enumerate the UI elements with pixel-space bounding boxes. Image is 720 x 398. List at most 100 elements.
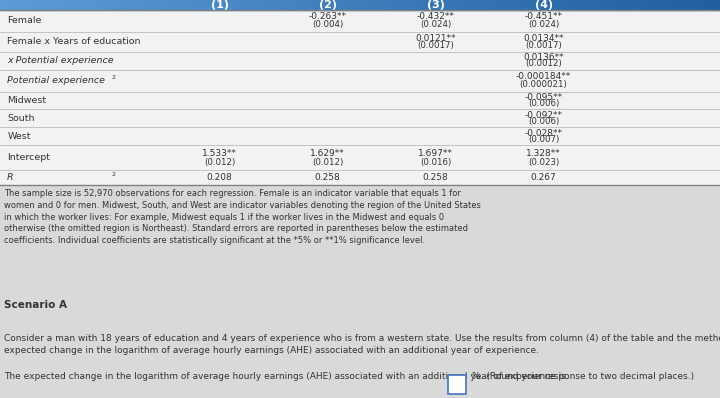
Bar — [450, 0, 461, 10]
Bar — [324, 0, 334, 10]
Text: R: R — [7, 173, 14, 182]
Bar — [126, 0, 137, 10]
Bar — [234, 0, 245, 10]
Bar — [414, 0, 424, 10]
Bar — [108, 0, 119, 10]
Bar — [270, 0, 281, 10]
Bar — [540, 0, 550, 10]
Bar — [117, 0, 127, 10]
Bar — [657, 0, 667, 10]
Text: -0.451**: -0.451** — [525, 12, 562, 21]
Bar — [72, 0, 82, 10]
Bar — [63, 0, 73, 10]
Bar — [90, 0, 101, 10]
Text: (3): (3) — [427, 0, 444, 10]
Bar — [315, 0, 325, 10]
Text: (0.0012): (0.0012) — [525, 59, 562, 68]
Bar — [531, 0, 541, 10]
Bar — [684, 0, 694, 10]
Text: 1.629**: 1.629** — [310, 149, 345, 158]
Bar — [441, 0, 451, 10]
Bar — [558, 0, 569, 10]
Text: 0.258: 0.258 — [423, 173, 449, 182]
Bar — [612, 0, 622, 10]
Text: Potential experience: Potential experience — [7, 76, 105, 85]
Bar — [576, 0, 586, 10]
Bar — [153, 0, 163, 10]
Bar — [585, 0, 595, 10]
Bar — [0, 10, 720, 185]
Text: 0.208: 0.208 — [207, 173, 233, 182]
Bar — [567, 0, 577, 10]
Text: Female: Female — [7, 16, 42, 25]
Text: -0.028**: -0.028** — [525, 129, 562, 138]
Bar — [360, 0, 370, 10]
Bar — [288, 0, 299, 10]
Bar — [486, 0, 497, 10]
Bar — [513, 0, 523, 10]
Bar — [675, 0, 685, 10]
Text: 2: 2 — [112, 75, 116, 80]
Bar — [693, 0, 703, 10]
Text: (2): (2) — [319, 0, 337, 10]
Bar — [342, 0, 353, 10]
Text: (0.000021): (0.000021) — [520, 80, 567, 89]
Text: 0.267: 0.267 — [531, 173, 557, 182]
Text: (1): (1) — [210, 0, 229, 10]
Bar — [621, 0, 631, 10]
Text: The expected change in the logarithm of average hourly earnings (AHE) associated: The expected change in the logarithm of … — [4, 372, 565, 381]
Bar — [261, 0, 271, 10]
Bar — [144, 0, 154, 10]
Bar — [405, 0, 415, 10]
Bar — [459, 0, 469, 10]
Bar — [99, 0, 109, 10]
Text: 1.533**: 1.533** — [202, 149, 237, 158]
Text: (0.016): (0.016) — [420, 158, 451, 167]
Text: (0.024): (0.024) — [420, 20, 451, 29]
Bar — [225, 0, 235, 10]
Bar — [252, 0, 262, 10]
Bar — [279, 0, 289, 10]
Text: (0.012): (0.012) — [312, 158, 343, 167]
Text: 0.0136**: 0.0136** — [523, 53, 564, 62]
Bar — [135, 0, 145, 10]
Text: (0.004): (0.004) — [312, 20, 343, 29]
Text: (0.007): (0.007) — [528, 135, 559, 144]
Text: The sample size is 52,970 observations for each regression. Female is an indicat: The sample size is 52,970 observations f… — [4, 189, 480, 245]
Bar — [594, 0, 604, 10]
Text: Intercept: Intercept — [7, 153, 50, 162]
Bar — [207, 0, 217, 10]
Text: (0.024): (0.024) — [528, 20, 559, 29]
Bar — [180, 0, 190, 10]
Text: South: South — [7, 114, 35, 123]
Bar — [0, 0, 11, 10]
Bar — [45, 0, 55, 10]
Bar — [468, 0, 478, 10]
Text: (0.0017): (0.0017) — [525, 41, 562, 50]
Bar — [189, 0, 199, 10]
Bar — [171, 0, 181, 10]
Bar — [477, 0, 487, 10]
Text: %. (Round your response to two decimal places.): %. (Round your response to two decimal p… — [472, 372, 694, 381]
Text: (0.006): (0.006) — [528, 99, 559, 108]
Bar — [603, 0, 613, 10]
Bar — [432, 0, 442, 10]
Text: (0.0017): (0.0017) — [417, 41, 454, 50]
Bar — [630, 0, 641, 10]
Bar — [306, 0, 317, 10]
Bar — [495, 0, 505, 10]
Bar — [448, 375, 466, 394]
Bar — [297, 0, 307, 10]
Text: Female x Years of education: Female x Years of education — [7, 37, 140, 46]
Text: -0.263**: -0.263** — [309, 12, 346, 21]
Bar — [243, 0, 253, 10]
Text: (0.006): (0.006) — [528, 117, 559, 126]
Text: Midwest: Midwest — [7, 96, 46, 105]
Bar — [639, 0, 649, 10]
Text: 0.0134**: 0.0134** — [523, 34, 564, 43]
Bar — [198, 0, 209, 10]
Bar — [396, 0, 407, 10]
Bar — [351, 0, 361, 10]
Bar — [36, 0, 46, 10]
Bar — [54, 0, 65, 10]
